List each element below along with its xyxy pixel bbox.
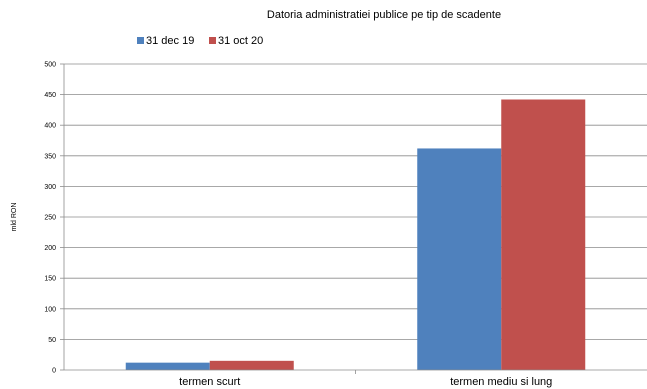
y-tick-label-350: 350 xyxy=(44,153,56,160)
bar-termen-mediu-si-lung-31-oct-20 xyxy=(501,99,585,370)
bar-termen-scurt-31-dec-19 xyxy=(126,363,210,370)
y-tick-label-50: 50 xyxy=(48,337,56,344)
y-tick-label-400: 400 xyxy=(44,123,56,130)
bar-termen-scurt-31-oct-20 xyxy=(210,361,294,370)
y-tick-label-150: 150 xyxy=(44,276,56,283)
legend-swatch-31-oct-20 xyxy=(209,37,216,44)
y-tick-label-500: 500 xyxy=(44,62,56,69)
y-tick-label-450: 450 xyxy=(44,92,56,99)
legend: 31 dec 19 31 oct 20 xyxy=(137,35,263,47)
bar-termen-mediu-si-lung-31-dec-19 xyxy=(417,148,501,370)
chart-title: Datoria administratiei publice pe tip de… xyxy=(267,9,501,21)
y-axis-label: mld RON xyxy=(11,203,18,232)
y-tick-label-300: 300 xyxy=(44,184,56,191)
legend-label-31-dec-19: 31 dec 19 xyxy=(146,35,194,47)
y-tick-label-0: 0 xyxy=(52,368,56,375)
x-tick-label-termen-scurt: termen scurt xyxy=(179,376,240,388)
x-tick-labels: termen scurt termen mediu si lung xyxy=(179,376,552,388)
bars xyxy=(126,99,586,370)
y-tick-label-200: 200 xyxy=(44,245,56,252)
y-tick-label-250: 250 xyxy=(44,215,56,222)
legend-label-31-oct-20: 31 oct 20 xyxy=(218,35,263,47)
x-tick-label-termen-mediu-si-lung: termen mediu si lung xyxy=(450,376,552,388)
y-tick-label-100: 100 xyxy=(44,306,56,313)
legend-swatch-31-dec-19 xyxy=(137,37,144,44)
y-tick-labels: 0 50 100 150 200 250 300 350 400 450 500 xyxy=(44,62,56,375)
